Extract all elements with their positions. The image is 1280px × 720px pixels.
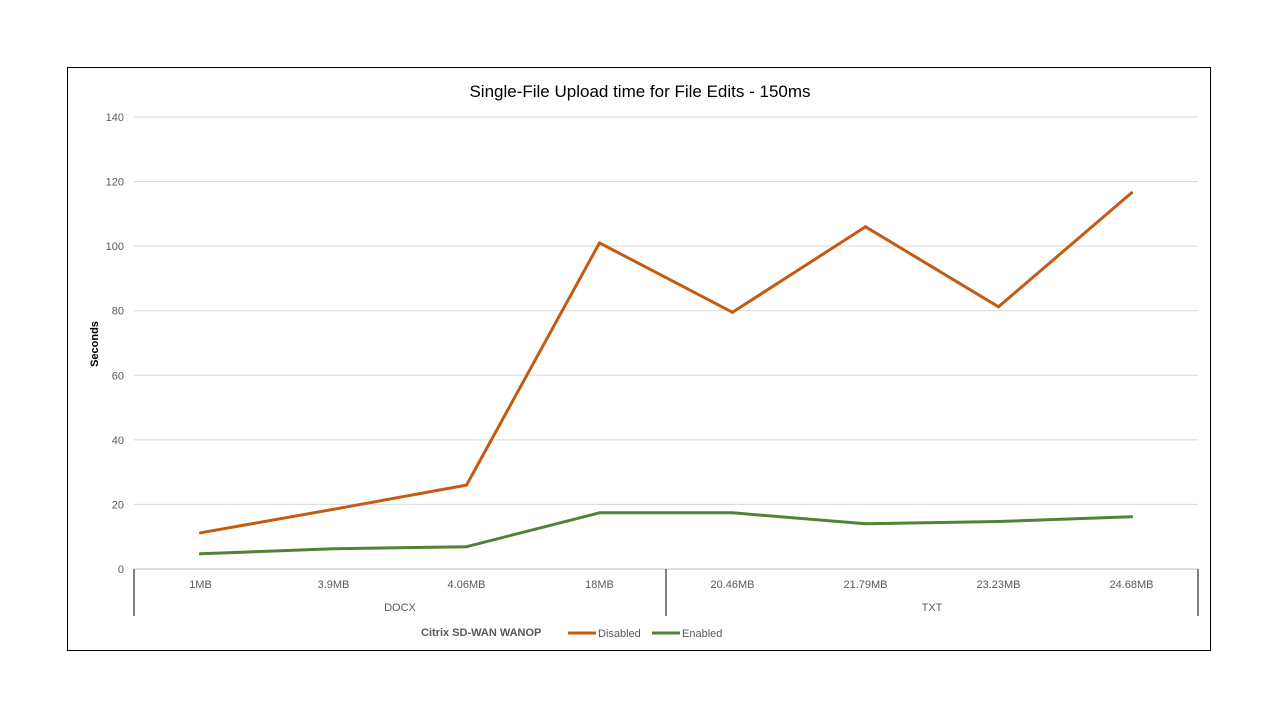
data-point — [997, 305, 1000, 309]
data-point — [465, 483, 468, 487]
x-tick-label: 4.06MB — [448, 579, 486, 591]
data-point — [864, 522, 867, 526]
data-point — [332, 547, 335, 551]
y-tick-label: 80 — [112, 306, 124, 318]
x-group-label: DOCX — [384, 602, 416, 614]
x-tick-label: 18MB — [585, 579, 614, 591]
data-point — [731, 310, 734, 314]
gridlines — [134, 116, 1198, 505]
y-tick-label: 140 — [106, 112, 124, 124]
legend-label: Disabled — [598, 628, 641, 640]
line-chart: Single-File Upload time for File Edits -… — [89, 82, 1199, 640]
x-tick-label: 23.23MB — [976, 579, 1020, 591]
x-tick-label: 21.79MB — [843, 579, 887, 591]
y-tick-label: 20 — [112, 499, 124, 511]
x-tick-label: 20.46MB — [710, 579, 754, 591]
legend-label: Enabled — [682, 628, 722, 640]
data-point — [199, 552, 202, 556]
data-point — [997, 520, 1000, 524]
x-tick-label: 24.68MB — [1109, 579, 1153, 591]
data-point — [598, 241, 601, 245]
chart-frame: Single-File Upload time for File Edits -… — [67, 67, 1211, 651]
data-point — [332, 507, 335, 511]
y-tick-label: 100 — [106, 241, 124, 253]
chart-title: Single-File Upload time for File Edits -… — [469, 82, 810, 101]
series-lines — [199, 191, 1133, 556]
y-axis-ticks: 0 20 40 60 80 100 120 140 — [106, 112, 124, 576]
series-line-enabled — [199, 511, 1133, 556]
data-point — [731, 511, 734, 515]
y-tick-label: 40 — [112, 435, 124, 447]
legend-title: Citrix SD-WAN WANOP — [421, 627, 541, 639]
x-group-label: TXT — [922, 602, 943, 614]
data-point — [1130, 191, 1133, 195]
data-point — [465, 545, 468, 549]
y-tick-label: 0 — [118, 564, 124, 576]
y-tick-label: 120 — [106, 177, 124, 189]
y-axis-label: Seconds — [89, 321, 101, 367]
data-point — [864, 225, 867, 229]
data-point — [199, 531, 202, 535]
data-point — [598, 511, 601, 515]
y-tick-label: 60 — [112, 370, 124, 382]
x-tick-label: 1MB — [189, 579, 212, 591]
x-axis: 1MB 3.9MB 4.06MB 18MB 20.46MB 21.79MB 23.23MB 2… — [133, 568, 1199, 616]
series-line-disabled — [199, 191, 1133, 535]
legend: Citrix SD-WAN WANOP Disabled Enabled — [421, 627, 722, 640]
data-point — [1130, 515, 1133, 519]
x-tick-label: 3.9MB — [318, 579, 350, 591]
